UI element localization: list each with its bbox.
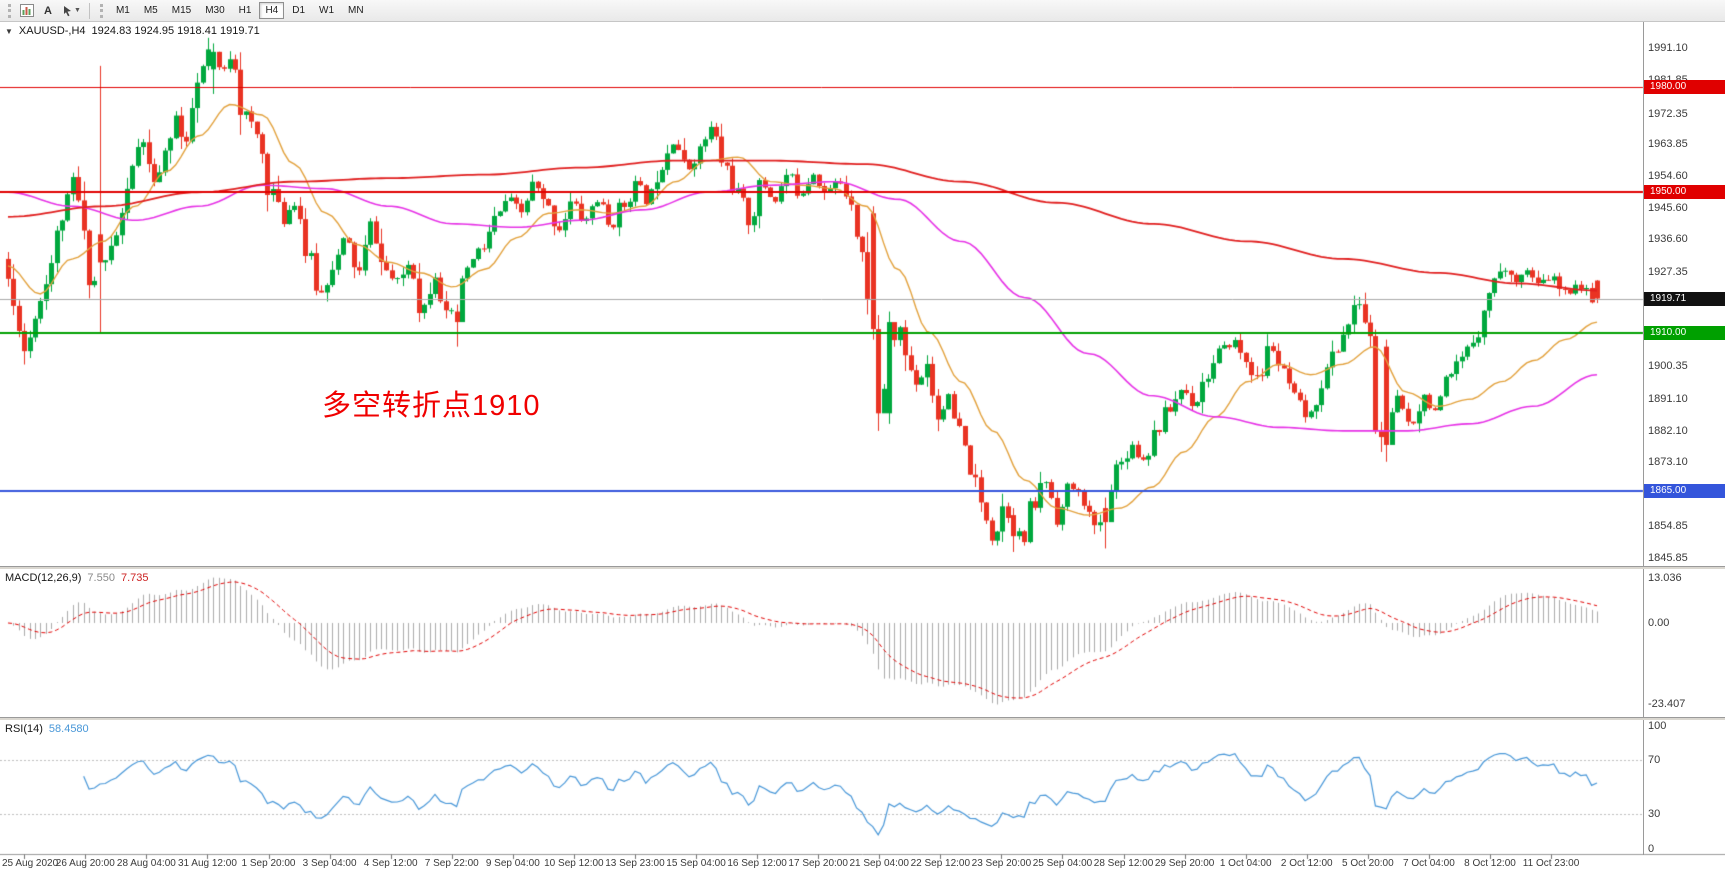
timeframe-m1[interactable]: M1 bbox=[110, 2, 136, 19]
price-axis-label: 1882.10 bbox=[1648, 424, 1688, 437]
price-axis-label: 1845.85 bbox=[1648, 551, 1688, 564]
macd-signal-value: 7.735 bbox=[120, 572, 149, 584]
rsi-value: 58.4580 bbox=[48, 723, 89, 735]
price-axis-label: 1936.60 bbox=[1648, 233, 1688, 246]
price-axis-label: 1991.10 bbox=[1648, 41, 1688, 54]
chart-title: ▼ XAUUSD-,H4 1924.83 1924.95 1918.41 191… bbox=[5, 25, 260, 37]
date-label: 8 Oct 12:00 bbox=[1464, 858, 1516, 869]
rsi-axis-label: 70 bbox=[1648, 754, 1661, 767]
macd-name: MACD(12,26,9) bbox=[5, 572, 82, 584]
date-label: 22 Sep 12:00 bbox=[910, 858, 971, 869]
price-axis-border bbox=[1643, 22, 1644, 855]
date-label: 9 Sep 04:00 bbox=[485, 858, 540, 869]
macd-main-value: 7.550 bbox=[87, 572, 115, 584]
date-label: 13 Sep 23:00 bbox=[605, 858, 665, 869]
price-axis-label: 1927.35 bbox=[1648, 265, 1688, 278]
price-badge-1865.00: 1865.00 bbox=[1644, 483, 1725, 498]
price-axis-label: 1873.10 bbox=[1648, 456, 1688, 469]
date-label: 1 Sep 20:00 bbox=[241, 858, 296, 869]
price-axis-label: 1972.35 bbox=[1648, 107, 1688, 120]
dropdown-caret-icon: ▼ bbox=[74, 7, 81, 14]
macd-axis-label: 13.036 bbox=[1648, 571, 1682, 584]
rsi-axis-label: 0 bbox=[1648, 843, 1655, 855]
price-axis-label: 1945.60 bbox=[1648, 201, 1688, 214]
bar-chart-icon bbox=[20, 4, 34, 17]
symbol-dropdown-icon[interactable]: ▼ bbox=[5, 26, 13, 36]
timeframe-h1[interactable]: H1 bbox=[233, 2, 258, 19]
date-label: 25 Aug 2020 bbox=[2, 858, 59, 869]
symbol-period-label: XAUUSD-,H4 bbox=[18, 25, 86, 37]
arrow-tools-button[interactable]: ▼ bbox=[59, 2, 84, 20]
macd-indicator-label: MACD(12,26,9) 7.550 7.735 bbox=[5, 572, 148, 584]
panel-separator-macd[interactable] bbox=[0, 566, 1725, 569]
date-label: 26 Aug 20:00 bbox=[55, 858, 115, 869]
date-label: 11 Oct 23:00 bbox=[1522, 858, 1580, 869]
text-tool-label: A bbox=[44, 4, 52, 17]
date-label: 16 Sep 12:00 bbox=[727, 858, 787, 869]
price-chart-canvas[interactable] bbox=[0, 22, 1725, 875]
toolbar-separator bbox=[88, 2, 90, 19]
price-axis-label: 1891.10 bbox=[1648, 392, 1688, 405]
date-label: 1 Oct 04:00 bbox=[1219, 858, 1272, 869]
price-badge-1950.00: 1950.00 bbox=[1644, 185, 1725, 200]
timeframe-mn[interactable]: MN bbox=[342, 2, 370, 19]
timeframe-toolbar-grip[interactable] bbox=[99, 3, 103, 18]
timeframe-toolbar: M1 M5 M15 M30 H1 H4 D1 W1 MN bbox=[109, 2, 371, 19]
timeframe-m15[interactable]: M15 bbox=[166, 2, 197, 19]
timeframe-m5[interactable]: M5 bbox=[138, 2, 164, 19]
price-axis-label: 1900.35 bbox=[1648, 360, 1688, 373]
date-label: 7 Sep 22:00 bbox=[424, 858, 479, 869]
toolbar-grip[interactable] bbox=[8, 3, 11, 18]
date-label: 29 Sep 20:00 bbox=[1154, 858, 1215, 869]
date-label: 3 Sep 04:00 bbox=[302, 858, 357, 869]
panel-separator-rsi[interactable] bbox=[0, 717, 1725, 720]
timeframe-h4[interactable]: H4 bbox=[259, 2, 285, 19]
main-toolbar: A ▼ M1 M5 M15 M30 H1 H4 D1 W1 MN bbox=[0, 0, 1725, 22]
current-price-badge: 1919.71 bbox=[1644, 291, 1725, 306]
date-label: 2 Oct 12:00 bbox=[1280, 858, 1333, 869]
macd-axis-label: 0.00 bbox=[1648, 616, 1670, 629]
timeframe-w1[interactable]: W1 bbox=[313, 2, 340, 19]
text-tool-button[interactable]: A bbox=[38, 2, 58, 20]
date-label: 4 Sep 12:00 bbox=[363, 858, 418, 869]
date-label: 10 Sep 12:00 bbox=[544, 858, 604, 869]
chart-annotation-text[interactable]: 多空转折点1910 bbox=[322, 390, 541, 422]
rsi-axis-label: 100 bbox=[1648, 720, 1667, 732]
date-label: 28 Aug 04:00 bbox=[116, 858, 176, 869]
price-axis-label: 1854.85 bbox=[1648, 520, 1688, 533]
date-label: 21 Sep 04:00 bbox=[849, 858, 909, 869]
chart-region: ▼ XAUUSD-,H4 1924.83 1924.95 1918.41 191… bbox=[0, 22, 1725, 893]
date-label: 23 Sep 20:00 bbox=[971, 858, 1032, 869]
date-label: 28 Sep 12:00 bbox=[1093, 858, 1154, 869]
chart-window-button[interactable] bbox=[17, 2, 37, 20]
price-axis-label: 1963.85 bbox=[1648, 137, 1688, 150]
date-label: 25 Sep 04:00 bbox=[1032, 858, 1093, 869]
date-label: 15 Sep 04:00 bbox=[666, 858, 726, 869]
date-label: 7 Oct 04:00 bbox=[1403, 858, 1455, 869]
date-label: 31 Aug 12:00 bbox=[177, 858, 237, 869]
timeframe-m30[interactable]: M30 bbox=[199, 2, 230, 19]
price-badge-1980.00: 1980.00 bbox=[1644, 79, 1725, 94]
rsi-axis-label: 30 bbox=[1648, 807, 1661, 820]
price-badge-1910.00: 1910.00 bbox=[1644, 325, 1725, 340]
rsi-name: RSI(14) bbox=[5, 723, 43, 735]
timeframe-d1[interactable]: D1 bbox=[286, 2, 311, 19]
ohlc-values: 1924.83 1924.95 1918.41 1919.71 bbox=[91, 25, 260, 37]
cursor-arrow-icon bbox=[64, 5, 71, 16]
rsi-indicator-label: RSI(14) 58.4580 bbox=[5, 723, 89, 735]
price-axis-label: 1954.60 bbox=[1648, 170, 1688, 183]
date-label: 5 Oct 20:00 bbox=[1341, 858, 1394, 869]
macd-axis-label: -23.407 bbox=[1648, 698, 1686, 711]
date-label: 17 Sep 20:00 bbox=[788, 858, 848, 869]
